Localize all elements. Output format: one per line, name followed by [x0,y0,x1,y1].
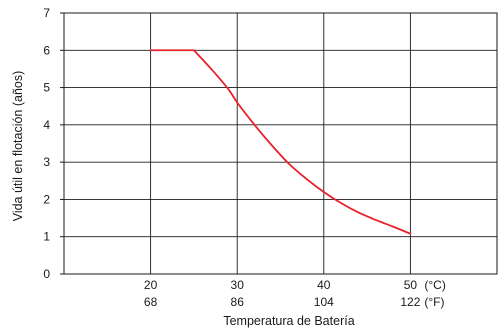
x-tick-label-celsius: 50 [404,278,418,292]
y-tick-label: 4 [43,118,50,132]
series-layer [149,49,412,235]
y-tick-label: 0 [43,267,50,281]
x-axis-title: Temperatura de Batería [223,314,354,328]
y-axis-title: Vida útil en flotación (años) [11,71,25,222]
x-tick-label-fahrenheit: 68 [144,295,158,309]
x-tick-label-fahrenheit: 122 [400,295,420,309]
y-tick-label: 2 [43,192,50,206]
x-tick-label-fahrenheit: 86 [231,295,245,309]
y-tick-label: 5 [43,81,50,95]
x-unit-celsius: (°C) [424,278,445,292]
x-tick-labels: 20 68 30 86 40 104 50 122 (°C) (°F) [144,278,446,309]
y-tick-label: 7 [43,6,50,20]
x-tick-label-celsius: 20 [144,278,158,292]
x-tick-label-fahrenheit: 104 [314,295,334,309]
x-tick-label-celsius: 30 [231,278,245,292]
plot-border [63,12,498,275]
y-tick-label: 1 [43,230,50,244]
series-line [149,49,412,235]
y-tick-label: 6 [43,43,50,57]
y-tick-label: 3 [43,155,50,169]
x-tick-label-celsius: 40 [317,278,331,292]
x-unit-fahrenheit: (°F) [424,295,444,309]
grid [64,13,497,274]
y-tick-labels: 0 1 2 3 4 5 6 7 [43,6,50,281]
plot-frame [60,12,498,275]
